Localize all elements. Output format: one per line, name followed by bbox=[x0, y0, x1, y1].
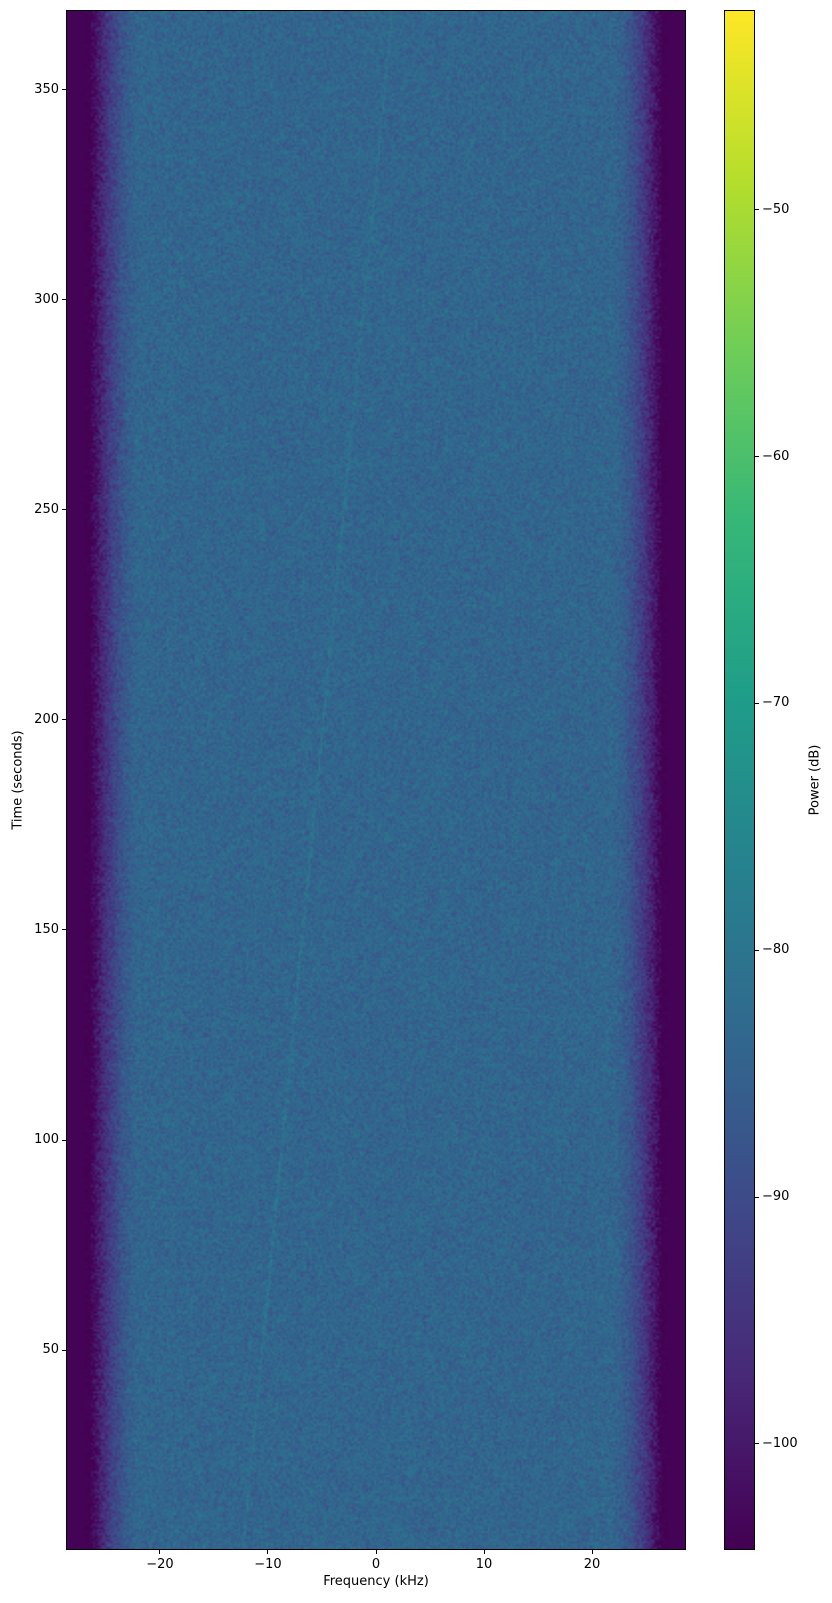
spectrogram-heatmap bbox=[67, 11, 685, 1549]
colorbar-tick-mark bbox=[755, 702, 759, 704]
y-tick-label: 100 bbox=[34, 1132, 59, 1147]
y-tick-mark bbox=[62, 509, 66, 511]
y-tick-mark bbox=[62, 1139, 66, 1141]
colorbar-tick-mark bbox=[755, 1443, 759, 1445]
x-axis-label: Frequency (kHz) bbox=[323, 1574, 429, 1589]
x-tick-label: −10 bbox=[254, 1557, 282, 1572]
y-tick-label: 250 bbox=[34, 501, 59, 517]
y-tick-mark bbox=[62, 929, 66, 931]
x-tick-label: 0 bbox=[371, 1557, 381, 1572]
y-tick-label: 150 bbox=[34, 921, 59, 937]
colorbar-tick-label: −90 bbox=[762, 1189, 790, 1205]
colorbar-gradient bbox=[725, 11, 754, 1549]
spectrogram-plot-area bbox=[66, 10, 686, 1550]
y-tick-mark bbox=[62, 89, 66, 91]
x-tick-label: −20 bbox=[146, 1557, 174, 1572]
y-tick-label: 50 bbox=[42, 1342, 59, 1358]
x-tick-mark bbox=[375, 1550, 377, 1554]
colorbar-label: Power (dB) bbox=[807, 744, 823, 816]
x-tick-mark bbox=[591, 1550, 593, 1554]
x-tick-mark bbox=[267, 1550, 269, 1554]
y-tick-label: 200 bbox=[34, 711, 59, 727]
colorbar-tick-label: −70 bbox=[762, 695, 790, 711]
colorbar-tick-label: −80 bbox=[762, 942, 790, 958]
colorbar bbox=[724, 10, 755, 1550]
colorbar-tick-mark bbox=[755, 949, 759, 951]
x-tick-label: 10 bbox=[475, 1557, 493, 1572]
y-tick-label: 300 bbox=[34, 291, 59, 307]
y-tick-mark bbox=[62, 719, 66, 721]
colorbar-tick-mark bbox=[755, 456, 759, 458]
x-tick-mark bbox=[159, 1550, 161, 1554]
y-axis-label: Time (seconds) bbox=[10, 730, 26, 830]
y-tick-label: 350 bbox=[34, 81, 59, 97]
x-tick-mark bbox=[483, 1550, 485, 1554]
x-tick-label: 20 bbox=[583, 1557, 601, 1572]
y-tick-mark bbox=[62, 299, 66, 301]
colorbar-tick-mark bbox=[755, 1196, 759, 1198]
y-tick-mark bbox=[62, 1349, 66, 1351]
colorbar-tick-label: −60 bbox=[762, 448, 790, 464]
colorbar-tick-label: −50 bbox=[762, 201, 790, 217]
colorbar-tick-label: −100 bbox=[762, 1435, 798, 1451]
colorbar-tick-mark bbox=[755, 209, 759, 211]
